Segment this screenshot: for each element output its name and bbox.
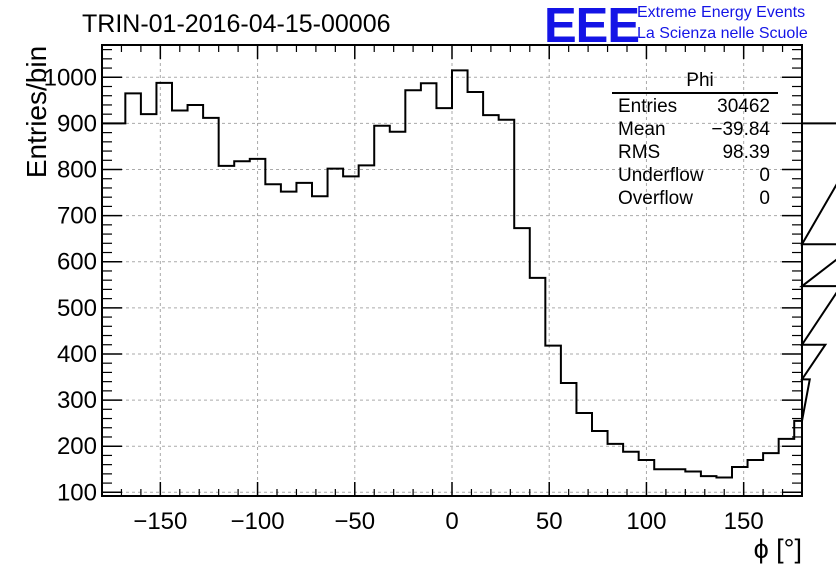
eee-logo: EEE [544,0,640,53]
tick-labels: −150 −100 −50 0 50 100 150 100 200 300 400 500 600 70… [44,64,764,535]
stats-value: −39.84 [711,119,770,140]
y-tick-label: 300 [57,387,97,414]
y-tick-label: 400 [57,341,97,368]
stats-title: Phi [686,70,714,91]
x-tick-label: 50 [536,508,563,535]
stats-value: 30462 [717,96,770,117]
y-tick-label: 600 [57,249,97,276]
y-tick-label: 700 [57,203,97,230]
stats-label: Mean [618,119,666,140]
histogram-line [102,69,836,479]
stats-row: Underflow 0 [608,164,778,187]
chart-title: TRIN-01-2016-04-15-00006 [82,10,391,38]
stats-value: 0 [759,188,770,209]
stats-label: Underflow [618,165,704,186]
logo-line-1: Extreme Energy Events [637,4,806,21]
stats-row: Mean −39.84 [608,118,778,141]
stats-row: RMS 98.39 [608,141,778,164]
stats-value: 0 [759,165,770,186]
grid-lines [102,45,802,496]
stats-row: Entries 30462 [608,95,778,118]
x-tick-label: −100 [231,508,285,535]
stats-box: Phi Entries 30462 Mean −39.84 RMS 98.39 … [608,70,778,210]
y-tick-label: 1000 [44,64,97,91]
y-tick-label: 500 [57,295,97,322]
y-tick-label: 900 [57,110,97,137]
y-tick-label: 200 [57,433,97,460]
x-tick-label: −50 [334,508,375,535]
stats-label: Entries [618,96,678,117]
y-tick-label: 800 [57,157,97,184]
logo-line-2: La Scienza nelle Scuole [637,25,808,42]
y-tick-label: 100 [57,479,97,506]
stats-row: Overflow 0 [608,187,778,210]
stats-label: RMS [618,142,661,163]
plot-frame [101,44,803,497]
x-tick-label: 100 [626,508,666,535]
axis-ticks [102,45,802,496]
stats-divider [612,92,778,94]
x-tick-label: 0 [445,508,458,535]
x-tick-label: 150 [724,508,764,535]
stats-label: Overflow [618,188,693,209]
stats-value: 98.39 [722,142,770,163]
y-axis-label: Entries/bin [21,45,52,179]
x-axis-label: ϕ [°] [753,534,802,564]
x-tick-label: −150 [133,508,187,535]
